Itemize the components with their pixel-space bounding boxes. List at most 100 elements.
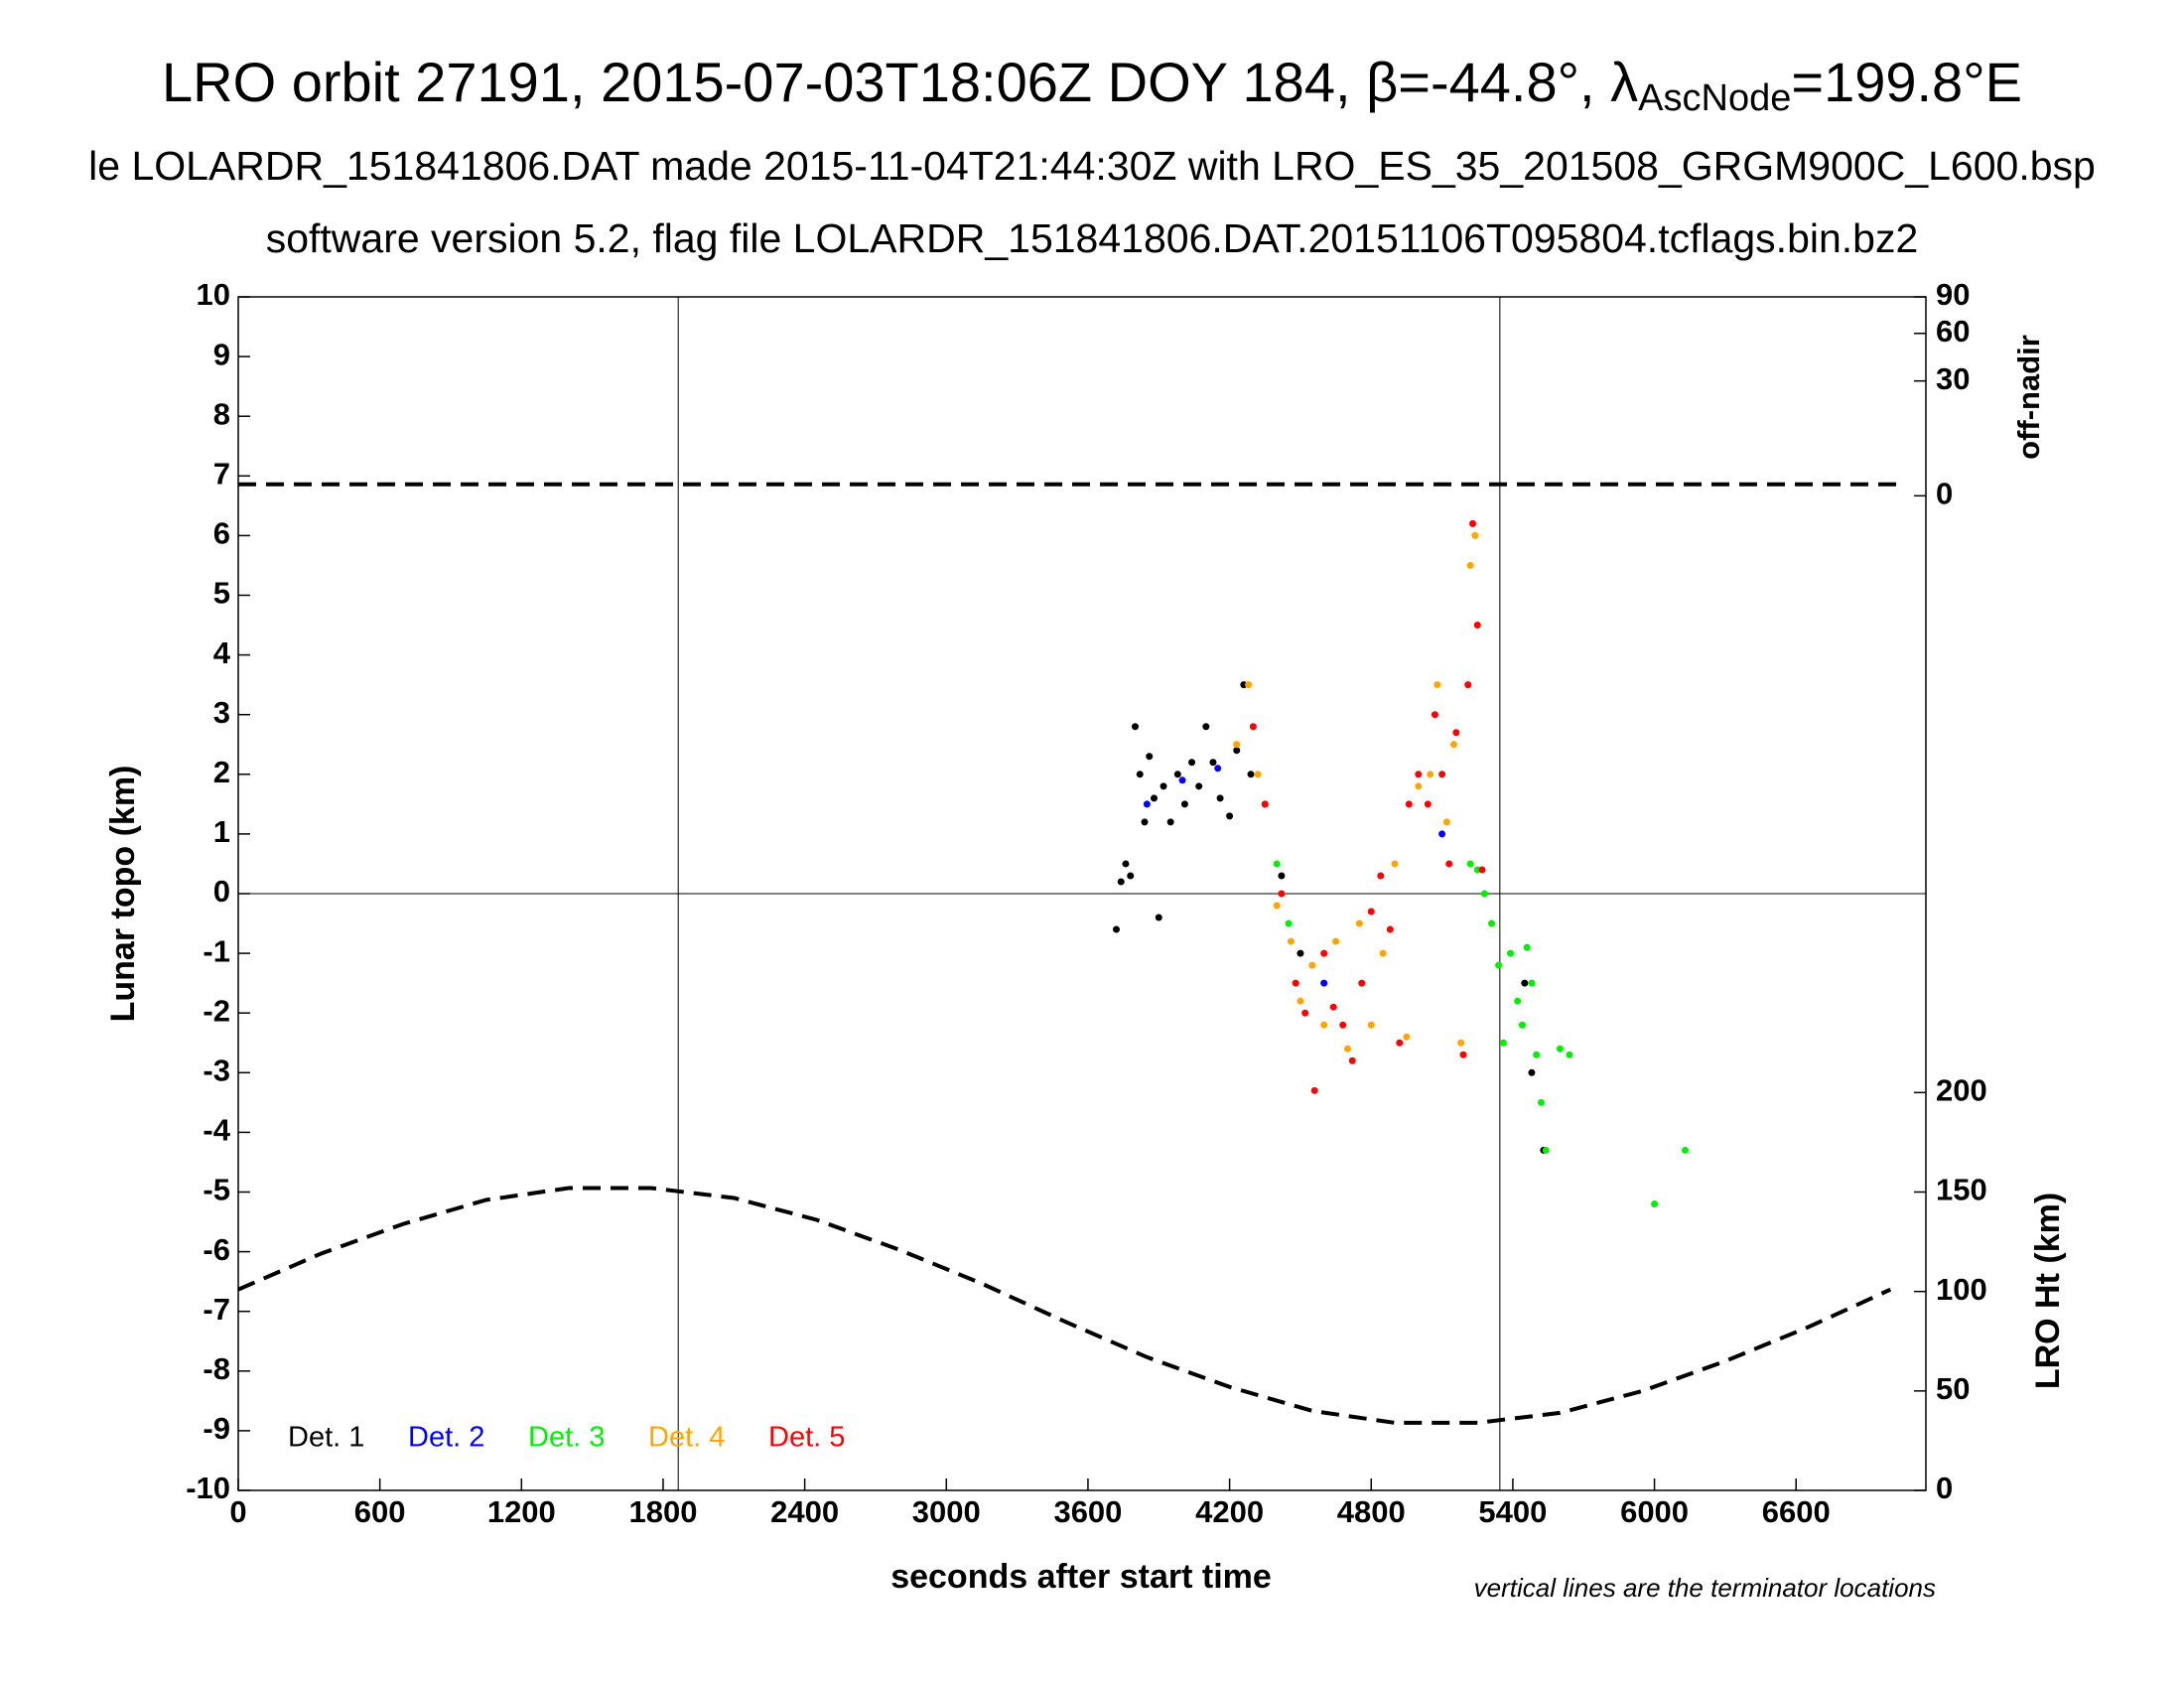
data-point	[1278, 872, 1286, 880]
y3-tick-label: 0	[1936, 477, 1953, 511]
data-point	[1127, 872, 1135, 880]
x-tick-label: 2400	[770, 1494, 839, 1529]
data-point	[1386, 925, 1394, 933]
data-point	[1254, 771, 1262, 778]
data-point	[1297, 997, 1304, 1005]
data-point	[1292, 979, 1299, 987]
data-point	[1471, 531, 1479, 539]
data-point	[1415, 782, 1423, 790]
y-tick-label: 0	[213, 874, 230, 909]
data-point	[1478, 866, 1486, 874]
data-point	[1285, 919, 1293, 927]
data-point	[1209, 759, 1217, 767]
y-tick-label: 10	[197, 277, 230, 312]
data-point	[1405, 800, 1413, 808]
y2-tick-label: 50	[1936, 1371, 1970, 1406]
data-point	[1438, 771, 1446, 778]
data-point	[1431, 711, 1438, 719]
data-point	[1332, 937, 1340, 945]
data-point	[1427, 771, 1434, 778]
data-point	[1273, 860, 1281, 868]
title-main: LRO orbit 27191, 2015-07-03T18:06Z DOY 1…	[162, 51, 1638, 113]
y-tick-label: 6	[213, 516, 230, 551]
x-tick-label: 4200	[1195, 1494, 1264, 1529]
data-point	[1136, 771, 1144, 778]
data-point	[1445, 860, 1453, 868]
y2-tick-label: 200	[1936, 1073, 1987, 1108]
x-tick-label: 0	[229, 1494, 246, 1529]
y-tick-label: -3	[203, 1053, 230, 1087]
data-point	[1180, 800, 1188, 808]
data-point	[1320, 949, 1328, 957]
data-point	[1301, 1009, 1309, 1017]
data-point	[1396, 1039, 1404, 1047]
data-point	[1141, 818, 1149, 826]
data-point	[1438, 830, 1446, 838]
data-point	[1473, 622, 1481, 630]
data-point	[1278, 890, 1286, 898]
data-point	[1442, 818, 1450, 826]
title-end: =199.8°E	[1791, 51, 2022, 113]
data-point	[1117, 878, 1125, 886]
data-point	[1466, 561, 1474, 569]
data-point	[1178, 776, 1186, 784]
data-point	[1287, 937, 1295, 945]
data-point	[1415, 771, 1423, 778]
data-point	[1166, 818, 1174, 826]
x-tick-label: 6000	[1620, 1494, 1689, 1529]
y-tick-label: -4	[203, 1113, 230, 1148]
data-point	[1556, 1045, 1564, 1053]
data-point	[1358, 979, 1366, 987]
x-tick-label: 1200	[487, 1494, 556, 1529]
y3-tick-label: 30	[1936, 361, 1970, 396]
data-point	[1261, 800, 1269, 808]
data-point	[1449, 741, 1457, 749]
data-point	[1566, 1051, 1573, 1058]
data-point	[1122, 860, 1130, 868]
subtitle: le LOLARDR_151841806.DAT made 2015-11-04…	[88, 143, 2096, 189]
y-tick-label: -5	[203, 1173, 230, 1207]
legend-entry: Det. 3	[528, 1422, 605, 1454]
y-tick-label: 1	[213, 814, 230, 849]
y-tick-label: -2	[203, 993, 230, 1028]
data-point	[1403, 1033, 1411, 1041]
data-point	[1521, 979, 1529, 987]
data-point	[1499, 1039, 1507, 1047]
data-point	[1681, 1146, 1689, 1154]
y-tick-label: -6	[203, 1232, 230, 1267]
line-series	[237, 1186, 1892, 1425]
data-point	[1457, 1039, 1465, 1047]
data-point	[1151, 794, 1159, 802]
y-tick-label: 7	[213, 456, 230, 491]
x-tick-label: 600	[354, 1494, 406, 1529]
data-point	[1533, 1051, 1541, 1058]
data-point	[1377, 872, 1385, 880]
y-axis-label: Lunar topo (km)	[104, 766, 142, 1023]
data-point	[1433, 681, 1441, 689]
data-point	[1195, 782, 1203, 790]
data-point	[1355, 919, 1363, 927]
title-subscript: AscNode	[1638, 77, 1791, 119]
data-point	[1216, 794, 1224, 802]
x-tick-label: 3000	[912, 1494, 981, 1529]
y-tick-label: 5	[213, 576, 230, 611]
x-tick-label: 1800	[628, 1494, 697, 1529]
data-point	[1143, 800, 1151, 808]
data-point	[1320, 979, 1328, 987]
data-point	[1188, 759, 1196, 767]
data-point	[1214, 765, 1222, 773]
data-point	[1459, 1051, 1467, 1058]
y2-tick-label: 0	[1936, 1471, 1953, 1505]
data-point	[1514, 997, 1522, 1005]
data-point	[1367, 908, 1375, 915]
data-point	[1367, 1021, 1375, 1029]
data-point	[1160, 782, 1167, 790]
y-tick-label: -8	[203, 1351, 230, 1386]
y-tick-label: 8	[213, 396, 230, 431]
data-point	[1112, 925, 1120, 933]
data-point	[1233, 741, 1241, 749]
y2-tick-label: 100	[1936, 1272, 1987, 1307]
y-tick-label: 4	[213, 635, 231, 670]
data-point	[1542, 1146, 1550, 1154]
